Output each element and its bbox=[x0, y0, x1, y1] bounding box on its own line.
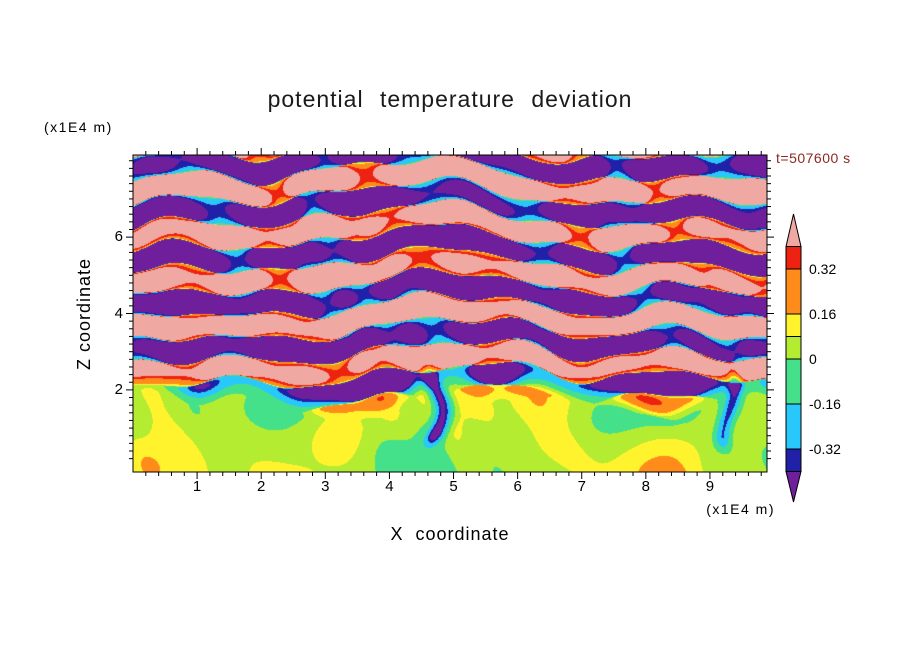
colorbar-segment bbox=[785, 471, 802, 503]
colorbar-label: 0 bbox=[809, 351, 817, 367]
z-tick-label: 6 bbox=[114, 228, 123, 246]
z-axis-units: (x1E4 m) bbox=[44, 119, 113, 135]
z-tick-label: 4 bbox=[114, 304, 123, 322]
plot-border bbox=[132, 154, 768, 473]
colorbar-label: 0.32 bbox=[809, 261, 836, 277]
x-tick-label: 3 bbox=[321, 478, 330, 495]
x-axis-label: X coordinate bbox=[390, 524, 510, 544]
x-tick-label: 9 bbox=[705, 478, 715, 495]
x-axis-units: (x1E4 m) bbox=[706, 501, 775, 517]
colorbar: 0.32 0.16 0 -0.16 -0.32 bbox=[785, 213, 841, 503]
colorbar-segment bbox=[785, 448, 802, 472]
colorbar-label: 0.16 bbox=[809, 306, 836, 322]
x-tick-label: 8 bbox=[641, 478, 650, 495]
colorbar-segment bbox=[785, 403, 802, 450]
x-tick-label: 6 bbox=[513, 478, 522, 495]
x-tick-label: 4 bbox=[385, 478, 394, 495]
colorbar-segment bbox=[785, 213, 802, 247]
time-label: t=507600 s bbox=[776, 150, 851, 166]
x-tick-label: 1 bbox=[192, 478, 202, 495]
plot-title: potential temperature deviation bbox=[267, 86, 633, 112]
colorbar-label: -0.16 bbox=[809, 396, 841, 412]
x-tick-label: 2 bbox=[257, 478, 266, 495]
contour-field-canvas bbox=[133, 155, 767, 472]
colorbar-segment bbox=[785, 268, 802, 315]
axes-frame bbox=[126, 148, 774, 479]
colorbar-segment bbox=[785, 313, 802, 337]
x-tick-label: 5 bbox=[449, 478, 458, 495]
x-tick-label: 7 bbox=[577, 478, 586, 495]
colorbar-segment bbox=[785, 336, 802, 360]
z-tick-label: 2 bbox=[114, 380, 123, 398]
colorbar-segment bbox=[785, 246, 802, 270]
colorbar-label: -0.32 bbox=[809, 441, 841, 457]
colorbar-segment bbox=[785, 358, 802, 405]
